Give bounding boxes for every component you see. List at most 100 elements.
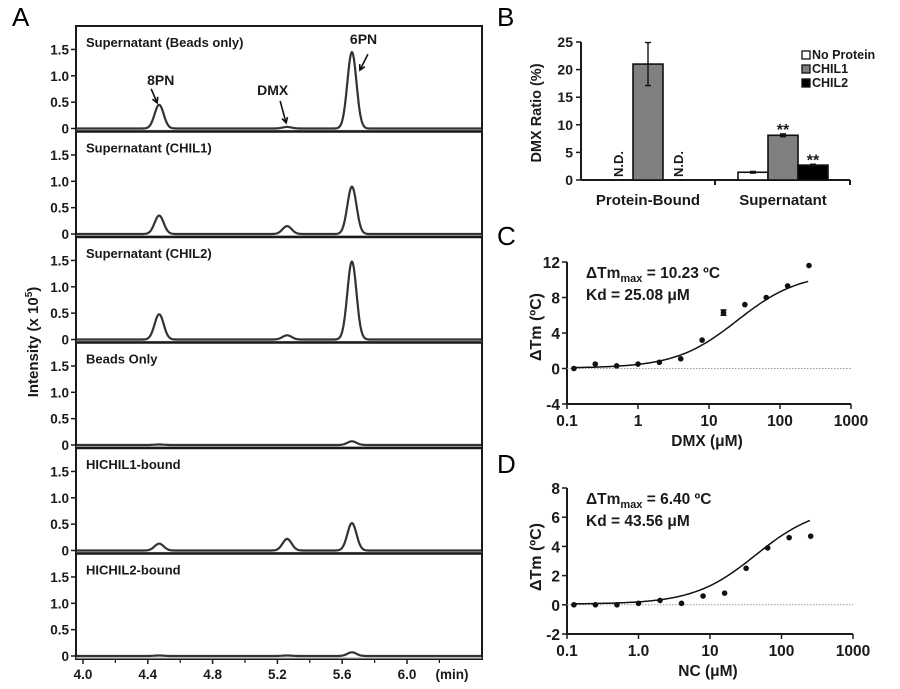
y-tick-label: 25: [557, 34, 573, 50]
not-detected-label: N.D.: [671, 151, 686, 177]
y-tick-label: 10: [557, 117, 573, 133]
x-tick-label: 1.0: [628, 643, 650, 660]
kd-annotation: Kd = 25.08 μM: [586, 287, 690, 304]
x-tick-label: 0.1: [556, 413, 578, 430]
data-point: [784, 283, 791, 289]
peak-arrow: [150, 88, 158, 104]
y-tick-label: 0.5: [50, 517, 69, 532]
x-axis-label: NC (μM): [678, 663, 737, 680]
fit-curve: [573, 519, 811, 605]
peak-arrow: [359, 53, 369, 71]
y-tick-label: 4: [551, 326, 560, 343]
y-tick-label: 0: [565, 172, 573, 188]
y-tick-label: 1.0: [50, 174, 69, 189]
data-point: [592, 361, 599, 367]
y-tick-label: 1.5: [50, 253, 69, 268]
data-point: [678, 600, 685, 607]
data-point: [806, 262, 812, 269]
data-point: [763, 294, 770, 301]
data-point: [571, 602, 577, 608]
x-tick-label: 100: [767, 413, 793, 430]
subpanel-title: HICHIL1-bound: [86, 457, 181, 472]
subpanel-title: Supernatant (CHIL2): [86, 246, 212, 261]
chromatogram-trace: [76, 440, 482, 447]
y-tick-label: 8: [551, 291, 560, 308]
x-tick-label: 0.1: [556, 643, 578, 660]
y-tick-label: -2: [546, 627, 560, 644]
y-tick-label: 12: [543, 255, 560, 272]
legend-label: No Protein: [812, 48, 875, 62]
x-tick-label: 5.6: [333, 667, 352, 682]
x-tick-label: 1000: [834, 413, 868, 430]
y-tick-label: 1.0: [50, 280, 69, 295]
y-tick-label: 1.5: [50, 570, 69, 585]
peak-label-8pn: 8PN: [147, 72, 174, 88]
y-tick-label: 0: [61, 438, 69, 453]
data-point: [786, 534, 792, 541]
data-point: [743, 565, 749, 572]
tm-value: = 6.40 ºC: [642, 491, 711, 508]
y-tick-label: 1.0: [50, 385, 69, 400]
data-point: [677, 355, 684, 362]
peak-arrow: [279, 100, 287, 124]
legend-swatch: [801, 78, 811, 88]
peak-label-6pn: 6PN: [350, 31, 377, 47]
y-label-end: ): [25, 287, 42, 292]
y-tick-label: 0.5: [50, 412, 69, 427]
data-point: [699, 337, 705, 343]
y-axis-label: ΔTm (ºC): [528, 293, 545, 361]
fit-curve: [573, 280, 809, 369]
subpanel-title: Supernatant (Beads only): [86, 35, 243, 50]
panel-a-chromatograms: Supernatant (Beads only) 0 0.5 1.0 1.5 8PN DMX…: [24, 25, 483, 682]
y-tick-label: 1.5: [50, 42, 69, 57]
tm-max-annotation: ΔTmmax = 10.23 ºC: [586, 265, 720, 285]
data-point: [571, 365, 577, 372]
bar-chil1: [767, 134, 799, 181]
x-tick-label: 1000: [836, 643, 870, 660]
y-tick-label: 6: [551, 510, 560, 527]
category-label: Supernatant: [739, 192, 827, 209]
y-axis-label: ΔTm (ºC): [528, 523, 545, 591]
panel-b-bar-chart: 0 5 10 15 20 25 DMX Ratio (%) Protein-Bound N.D.…: [529, 34, 875, 209]
x-tick-label: 10: [700, 413, 717, 430]
y-tick-label: 0.5: [50, 95, 69, 110]
tm-max-annotation: ΔTmmax = 6.40 ºC: [586, 491, 711, 511]
panel-c-binding-curve: -4 0 4 8 12 0.1 1 10 100 1000 DMX (μM) ΔTm (ºC) ΔTmm…: [528, 255, 868, 450]
chromatogram-trace: [76, 185, 482, 236]
tm-label: ΔTm: [586, 265, 620, 282]
x-tick-label: 5.2: [268, 667, 287, 682]
panel-letter-a: A: [12, 2, 30, 32]
legend-swatch: [801, 64, 811, 74]
data-point: [700, 593, 706, 599]
data-point: [764, 545, 771, 551]
x-tick-label: 4.8: [203, 667, 222, 682]
x-axis-label: DMX (μM): [671, 433, 742, 450]
subpanel-title: Supernatant (CHIL1): [86, 141, 212, 156]
y-tick-label: 20: [557, 62, 573, 78]
peak-label-dmx: DMX: [257, 82, 289, 98]
y-tick-label: 0.5: [50, 623, 69, 638]
panel-letter-b: B: [497, 2, 514, 32]
y-tick-label: -4: [546, 397, 560, 414]
y-tick-label: 1.5: [50, 148, 69, 163]
y-tick-label: 0: [61, 649, 69, 664]
y-tick-label: 5: [565, 144, 573, 160]
chromatogram-trace: [76, 651, 482, 658]
y-tick-label: 8: [551, 481, 560, 498]
panel-letter-d: D: [497, 449, 516, 479]
y-tick-label: 1.0: [50, 69, 69, 84]
significance-marker: **: [807, 152, 820, 169]
subpanel-title: Beads Only: [86, 352, 158, 367]
x-tick-label: 10: [701, 643, 718, 660]
not-detected-label: N.D.: [611, 151, 626, 177]
panel-d-binding-curve: -2 0 2 4 6 8 0.1 1.0 10 100 1000 NC (μM) ΔTm (ºC) ΔTm…: [528, 481, 870, 680]
tm-subscript: max: [620, 499, 643, 511]
legend-label: CHIL2: [812, 76, 848, 90]
y-tick-label: 0.5: [50, 306, 69, 321]
y-axis-label: Intensity (x 105): [24, 287, 42, 398]
panel-letter-c: C: [497, 221, 516, 251]
y-tick-label: 0: [551, 598, 560, 615]
data-point: [592, 602, 599, 608]
chromatogram-trace: [76, 51, 482, 130]
